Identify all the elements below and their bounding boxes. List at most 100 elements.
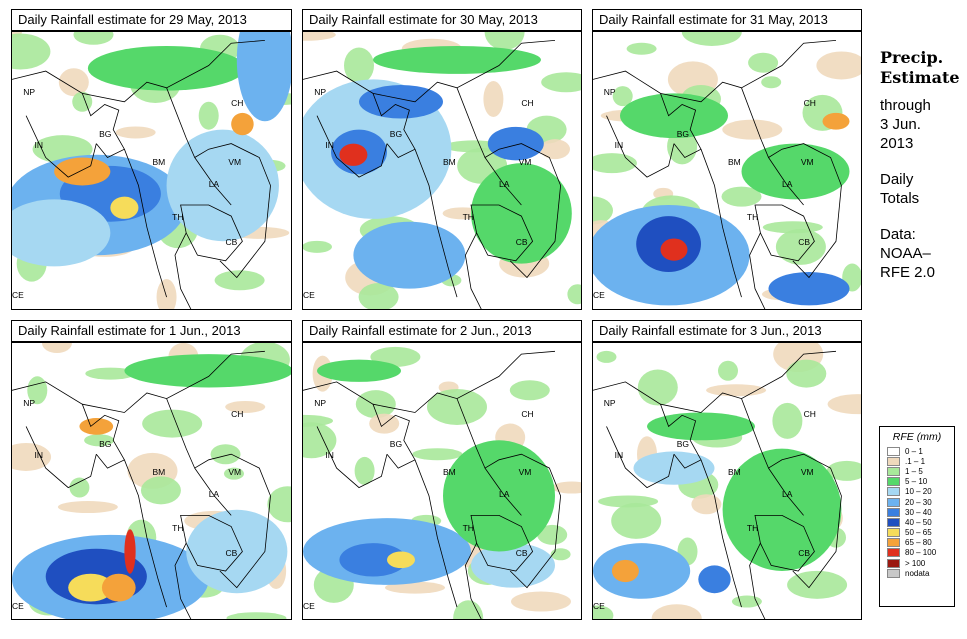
legend-title: RFE (mm) [892, 431, 942, 443]
rain-area [660, 238, 688, 261]
country-boundary [749, 543, 766, 619]
rain-area-light [223, 467, 244, 480]
rain-area-light [567, 284, 581, 305]
region-label-bm: BM [152, 467, 166, 478]
region-label-cb: CB [515, 547, 528, 558]
rain-area-light [637, 369, 678, 406]
legend-swatch [887, 568, 900, 578]
legend-swatch [887, 558, 900, 568]
rain-area [698, 565, 731, 594]
rain-area-light [57, 501, 118, 514]
rain-area [471, 543, 555, 588]
rain-area-light [27, 376, 48, 405]
country-boundary [754, 515, 815, 572]
rain-area-light [721, 186, 762, 207]
country-boundary [593, 350, 837, 413]
rain-area-light [198, 101, 219, 130]
country-boundary [25, 115, 97, 178]
caption-data-version: RFE 2.0 [880, 264, 936, 281]
rain-area [186, 509, 288, 594]
rain-area-light [731, 595, 762, 608]
country-boundary [303, 350, 556, 413]
rain-area [471, 163, 572, 264]
rain-area-light [355, 390, 396, 419]
rain-area-light [550, 548, 571, 561]
region-label-bm: BM [728, 467, 741, 478]
panel-title: Daily Rainfall estimate for 1 Jun., 2013 [11, 320, 292, 342]
rainfall-map: NP CH IN BG BM VM LA TH CB CE [302, 342, 582, 620]
country-boundary [194, 157, 232, 206]
country-boundary [81, 404, 125, 469]
rain-area [373, 45, 541, 74]
rain-area-light [775, 228, 826, 265]
panel-title: Daily Rainfall estimate for 2 Jun., 2013 [302, 320, 582, 342]
panel-title: Daily Rainfall estimate for 31 May, 2013 [592, 9, 862, 31]
region-label-np: NP [23, 86, 36, 97]
rain-area-light [816, 51, 861, 80]
map-panel: Daily Rainfall estimate for 3 Jun., 2013… [592, 320, 862, 620]
region-label-th: TH [746, 522, 759, 533]
country-boundary [741, 398, 842, 589]
region-label-th: TH [462, 212, 474, 223]
caption-title-line2: Estimate [880, 68, 960, 87]
legend-swatch [887, 528, 900, 538]
region-label-la: LA [208, 178, 220, 189]
country-boundary [166, 398, 271, 589]
country-boundary [700, 459, 742, 608]
region-label-la: LA [499, 178, 510, 189]
region-label-in: IN [325, 139, 334, 150]
country-boundary [484, 157, 522, 206]
region-label-bg: BG [676, 439, 689, 450]
rainfall-field [12, 343, 291, 619]
rain-area [647, 412, 755, 441]
legend-item: 5 – 10 [887, 477, 954, 487]
legend-swatch [887, 466, 900, 476]
rainfall-map: NP CH IN BG BM VM LA TH CB CE [11, 342, 292, 620]
region-label-la: LA [208, 489, 220, 500]
country-boundary [749, 232, 766, 309]
rain-area-light [267, 486, 291, 523]
region-label-ce: CE [303, 600, 315, 611]
rain-area-light [786, 359, 827, 388]
rain-area [722, 448, 842, 571]
map-panel: Daily Rainfall estimate for 31 May, 2013… [592, 9, 862, 310]
caption-date-line1: 3 Jun. [880, 116, 921, 133]
region-label-vm: VM [228, 467, 242, 478]
rain-area [231, 112, 254, 136]
map-panel: Daily Rainfall estimate for 29 May, 2013… [11, 9, 292, 310]
rain-area-light [626, 42, 657, 55]
legend-swatch [887, 538, 900, 548]
region-label-vm: VM [800, 467, 814, 478]
rain-area-light [303, 32, 336, 41]
country-boundary [166, 87, 271, 279]
region-label-ch: CH [803, 408, 816, 419]
map-panel: Daily Rainfall estimate for 1 Jun., 2013… [11, 320, 292, 620]
rain-area-light [484, 32, 525, 50]
rain-area-light [156, 279, 177, 309]
rain-area-light [210, 444, 241, 465]
region-label-cb: CB [225, 547, 238, 558]
rain-area-light [537, 524, 568, 545]
country-boundary [194, 467, 232, 516]
rain-area [339, 143, 368, 166]
rain-area-light [84, 434, 115, 447]
legend-label: 0 – 1 [905, 446, 923, 456]
country-boundary [174, 232, 192, 309]
legend-item: 0 – 1 [887, 446, 954, 456]
rain-area [54, 157, 111, 186]
rain-area [166, 129, 279, 242]
country-boundary [606, 115, 675, 178]
panel-title: Daily Rainfall estimate for 30 May, 2013 [302, 9, 582, 31]
caption-through: through [880, 97, 931, 114]
country-boundary [754, 204, 815, 262]
country-boundary [414, 459, 458, 608]
region-label-la: LA [782, 489, 793, 500]
region-label-vm: VM [518, 156, 532, 167]
region-label-bg: BG [389, 128, 403, 139]
rain-area-light [12, 33, 51, 70]
rain-area-light [73, 32, 114, 45]
rain-area-light [453, 600, 484, 619]
region-label-ce: CE [593, 290, 605, 301]
legend-item: 80 – 100 [887, 548, 954, 558]
country-boundary [81, 93, 125, 159]
